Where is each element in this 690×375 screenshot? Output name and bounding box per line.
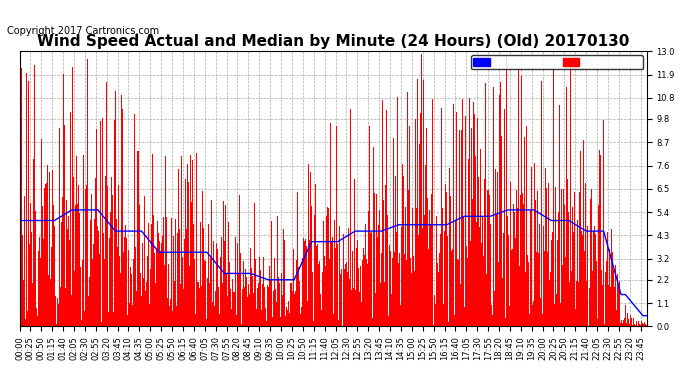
Text: Copyright 2017 Cartronics.com: Copyright 2017 Cartronics.com xyxy=(7,26,159,36)
Title: Wind Speed Actual and Median by Minute (24 Hours) (Old) 20170130: Wind Speed Actual and Median by Minute (… xyxy=(37,34,629,49)
Legend: Median (mph), Wind  (mph): Median (mph), Wind (mph) xyxy=(471,56,642,69)
